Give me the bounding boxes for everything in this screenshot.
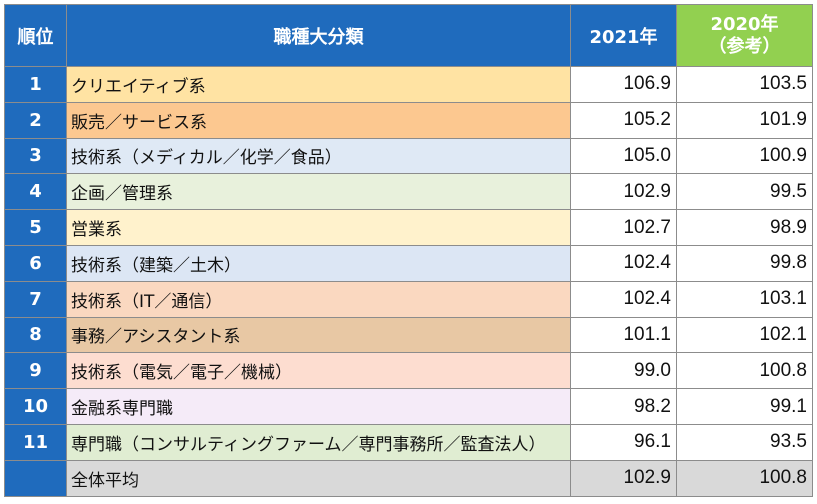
rank-cell: 6 — [4, 244, 67, 282]
category-cell: クリエイティブ系 — [66, 66, 571, 103]
table-row: 8 事務／アシスタント系 101.1 102.1 — [4, 316, 813, 354]
value-2020-cell: 99.1 — [676, 388, 813, 425]
rank-cell: 9 — [4, 352, 67, 390]
value-2020-cell: 101.9 — [676, 101, 813, 139]
category-cell: 技術系（IT／通信） — [66, 280, 571, 318]
rank-cell: 7 — [4, 280, 67, 318]
rank-cell: 4 — [4, 173, 67, 211]
rank-cell — [4, 459, 67, 497]
occupation-ranking-table: 順位 職種大分類 2021年 2020年 （参考） 1 クリエイティブ系 106.9… — [4, 4, 813, 497]
value-2020-cell: 98.9 — [676, 209, 813, 246]
value-2020-cell: 103.1 — [676, 280, 813, 318]
category-cell: 技術系（電気／電子／機械） — [66, 352, 571, 390]
category-cell: 営業系 — [66, 209, 571, 246]
value-2021-cell: 106.9 — [570, 66, 677, 103]
rank-cell: 10 — [4, 388, 67, 425]
table-row: 7 技術系（IT／通信） 102.4 103.1 — [4, 280, 813, 318]
value-2020-cell: 100.8 — [676, 459, 813, 497]
table-row: 9 技術系（電気／電子／機械） 99.0 100.8 — [4, 352, 813, 390]
table-body: 1 クリエイティブ系 106.9 103.5 2 販売／サービス系 105.2 101.9 3 技… — [4, 66, 813, 497]
category-cell: 全体平均 — [66, 459, 571, 497]
category-cell: 専門職（コンサルティングファーム／専門事務所／監査法人） — [66, 423, 571, 461]
year-2021-header: 2021年 — [570, 4, 677, 67]
year-2020-header: 2020年 （参考） — [676, 4, 813, 67]
category-cell: 事務／アシスタント系 — [66, 316, 571, 354]
value-2020-cell: 99.8 — [676, 244, 813, 282]
value-2021-cell: 102.9 — [570, 459, 677, 497]
value-2021-cell: 105.0 — [570, 137, 677, 175]
header-row: 順位 職種大分類 2021年 2020年 （参考） — [4, 4, 813, 67]
value-2021-cell: 98.2 — [570, 388, 677, 425]
rank-cell: 5 — [4, 209, 67, 246]
table-row: 6 技術系（建築／土木） 102.4 99.8 — [4, 244, 813, 282]
category-cell: 技術系（メディカル／化学／食品） — [66, 137, 571, 175]
table-row: 1 クリエイティブ系 106.9 103.5 — [4, 66, 813, 103]
table-row: 11 専門職（コンサルティングファーム／専門事務所／監査法人） 96.1 93.5 — [4, 423, 813, 461]
table-row: 10 金融系専門職 98.2 99.1 — [4, 388, 813, 425]
value-2021-cell: 102.7 — [570, 209, 677, 246]
value-2020-cell: 93.5 — [676, 423, 813, 461]
rank-cell: 2 — [4, 101, 67, 139]
value-2020-cell: 102.1 — [676, 316, 813, 354]
table-row: 5 営業系 102.7 98.9 — [4, 209, 813, 246]
rank-cell: 3 — [4, 137, 67, 175]
rank-cell: 11 — [4, 423, 67, 461]
table-row: 3 技術系（メディカル／化学／食品） 105.0 100.9 — [4, 137, 813, 175]
rank-cell: 8 — [4, 316, 67, 354]
rank-header: 順位 — [4, 4, 67, 67]
value-2021-cell: 101.1 — [570, 316, 677, 354]
value-2021-cell: 102.9 — [570, 173, 677, 211]
value-2020-cell: 100.8 — [676, 352, 813, 390]
value-2020-cell: 99.5 — [676, 173, 813, 211]
rank-cell: 1 — [4, 66, 67, 103]
table-row: 4 企画／管理系 102.9 99.5 — [4, 173, 813, 211]
value-2021-cell: 102.4 — [570, 280, 677, 318]
value-2020-cell: 103.5 — [676, 66, 813, 103]
year-2020-note: （参考） — [708, 35, 781, 57]
category-cell: 金融系専門職 — [66, 388, 571, 425]
category-cell: 販売／サービス系 — [66, 101, 571, 139]
average-row: 全体平均 102.9 100.8 — [4, 459, 813, 497]
value-2020-cell: 100.9 — [676, 137, 813, 175]
value-2021-cell: 96.1 — [570, 423, 677, 461]
category-cell: 技術系（建築／土木） — [66, 244, 571, 282]
value-2021-cell: 99.0 — [570, 352, 677, 390]
value-2021-cell: 105.2 — [570, 101, 677, 139]
category-header: 職種大分類 — [66, 4, 571, 67]
year-2020-label: 2020年 — [710, 13, 779, 35]
table-row: 2 販売／サービス系 105.2 101.9 — [4, 101, 813, 139]
value-2021-cell: 102.4 — [570, 244, 677, 282]
category-cell: 企画／管理系 — [66, 173, 571, 211]
